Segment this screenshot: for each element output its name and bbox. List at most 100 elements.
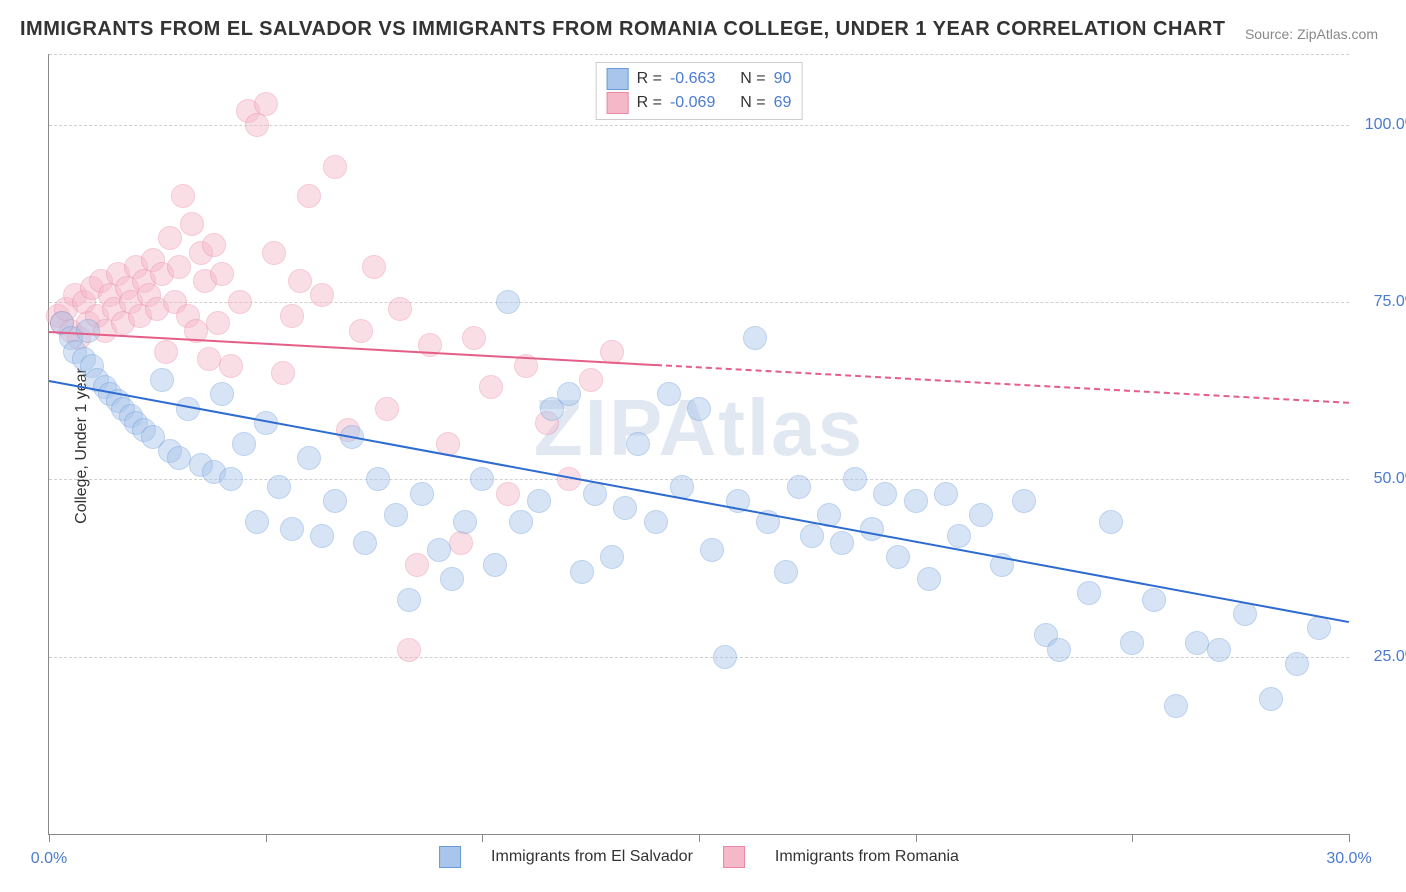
gridline: [49, 54, 1349, 55]
point-el-salvador: [557, 382, 581, 406]
point-el-salvador: [483, 553, 507, 577]
point-el-salvador: [1077, 581, 1101, 605]
point-el-salvador: [583, 482, 607, 506]
point-el-salvador: [496, 290, 520, 314]
r-label: R =: [637, 67, 662, 91]
point-romania: [262, 241, 286, 265]
x-tick-label: 30.0%: [1326, 850, 1371, 868]
point-romania: [245, 113, 269, 137]
point-el-salvador: [527, 489, 551, 513]
point-romania: [397, 638, 421, 662]
point-el-salvador: [1120, 631, 1144, 655]
point-el-salvador: [657, 382, 681, 406]
point-el-salvador: [245, 510, 269, 534]
point-el-salvador: [1142, 588, 1166, 612]
point-el-salvador: [1307, 616, 1331, 640]
point-el-salvador: [600, 545, 624, 569]
x-tick: [266, 834, 267, 842]
y-tick-label: 75.0%: [1359, 293, 1406, 311]
point-el-salvador: [687, 397, 711, 421]
point-el-salvador: [934, 482, 958, 506]
point-romania: [202, 233, 226, 257]
point-el-salvador: [904, 489, 928, 513]
point-el-salvador: [232, 432, 256, 456]
point-romania: [349, 319, 373, 343]
y-tick-label: 50.0%: [1359, 470, 1406, 488]
trendline-romania: [656, 364, 1349, 404]
point-el-salvador: [310, 524, 334, 548]
point-el-salvador: [1285, 652, 1309, 676]
point-el-salvador: [366, 467, 390, 491]
n-value-romania: 69: [774, 91, 792, 115]
point-el-salvador: [427, 538, 451, 562]
point-el-salvador: [1259, 687, 1283, 711]
n-label: N =: [740, 91, 765, 115]
point-el-salvador: [947, 524, 971, 548]
point-el-salvador: [969, 503, 993, 527]
point-el-salvador: [830, 531, 854, 555]
r-label: R =: [637, 91, 662, 115]
point-el-salvador: [167, 446, 191, 470]
point-romania: [154, 340, 178, 364]
point-el-salvador: [470, 467, 494, 491]
point-romania: [449, 531, 473, 555]
point-romania: [228, 290, 252, 314]
x-tick: [1349, 834, 1350, 842]
point-romania: [323, 155, 347, 179]
point-el-salvador: [76, 319, 100, 343]
point-el-salvador: [787, 475, 811, 499]
x-tick: [916, 834, 917, 842]
point-el-salvador: [860, 517, 884, 541]
point-el-salvador: [1099, 510, 1123, 534]
point-el-salvador: [700, 538, 724, 562]
point-el-salvador: [397, 588, 421, 612]
point-romania: [280, 304, 304, 328]
y-tick-label: 100.0%: [1359, 116, 1406, 134]
legend-bottom: Immigrants from El Salvador Immigrants f…: [439, 846, 959, 868]
point-romania: [219, 354, 243, 378]
point-el-salvador: [873, 482, 897, 506]
point-el-salvador: [644, 510, 668, 534]
point-el-salvador: [384, 503, 408, 527]
point-el-salvador: [210, 382, 234, 406]
point-romania: [271, 361, 295, 385]
point-romania: [310, 283, 334, 307]
legend-label-el-salvador: Immigrants from El Salvador: [491, 848, 693, 866]
point-el-salvador: [1207, 638, 1231, 662]
point-el-salvador: [843, 467, 867, 491]
point-romania: [362, 255, 386, 279]
point-el-salvador: [1185, 631, 1209, 655]
point-el-salvador: [267, 475, 291, 499]
point-el-salvador: [297, 446, 321, 470]
point-romania: [462, 326, 486, 350]
point-romania: [297, 184, 321, 208]
x-tick-label: 0.0%: [31, 850, 67, 868]
point-el-salvador: [150, 368, 174, 392]
point-el-salvador: [800, 524, 824, 548]
point-romania: [206, 311, 230, 335]
point-el-salvador: [410, 482, 434, 506]
plot-area: ZIPAtlas R = -0.663 N = 90 R = -0.069 N …: [48, 54, 1349, 835]
point-el-salvador: [453, 510, 477, 534]
point-el-salvador: [440, 567, 464, 591]
legend-stats: R = -0.663 N = 90 R = -0.069 N = 69: [596, 62, 803, 120]
point-romania: [496, 482, 520, 506]
point-el-salvador: [917, 567, 941, 591]
point-romania: [288, 269, 312, 293]
source-label: Source: ZipAtlas.com: [1245, 26, 1378, 42]
point-el-salvador: [713, 645, 737, 669]
x-tick: [699, 834, 700, 842]
point-el-salvador: [509, 510, 533, 534]
point-romania: [197, 347, 221, 371]
legend-stats-row-el-salvador: R = -0.663 N = 90: [607, 67, 792, 91]
point-romania: [171, 184, 195, 208]
point-romania: [180, 212, 204, 236]
swatch-romania: [607, 92, 629, 114]
point-el-salvador: [570, 560, 594, 584]
r-value-romania: -0.069: [670, 91, 715, 115]
point-el-salvador: [1164, 694, 1188, 718]
point-romania: [579, 368, 603, 392]
x-tick: [1132, 834, 1133, 842]
r-value-el-salvador: -0.663: [670, 67, 715, 91]
point-el-salvador: [774, 560, 798, 584]
